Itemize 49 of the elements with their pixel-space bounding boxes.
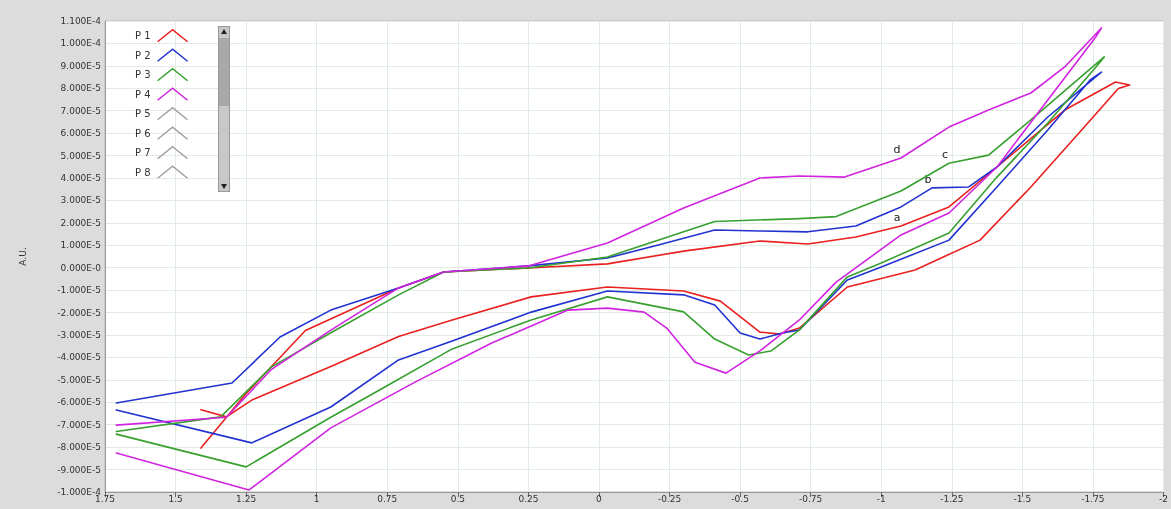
annotation: c (941, 148, 949, 162)
y-tick-label: 2.000E-5 (60, 217, 101, 228)
y-tick-label: -3.000E-5 (57, 330, 101, 340)
y-tick-label: -8.000E-5 (57, 442, 101, 453)
annotation: d (893, 143, 901, 157)
annotation: a (893, 211, 901, 224)
y-tick-label: -7.000E-5 (57, 419, 101, 430)
y-tick-label: 0.000E-0 (60, 262, 102, 273)
x-tick-label: 0.25 (518, 493, 539, 504)
y-tick-label: 4.000E-5 (60, 173, 101, 183)
x-tick-label: -0.5 (731, 493, 749, 504)
y-tick-label: 9.000E-5 (60, 60, 101, 71)
legend-label: P 5 (134, 108, 151, 120)
x-tick-label: 0 (596, 493, 603, 504)
y-tick-label: -5.000E-5 (57, 374, 101, 385)
x-tick-label: -1.75 (1081, 493, 1105, 504)
legend-label: P 6 (134, 127, 151, 139)
y-tick-label: -6.000E-5 (57, 397, 101, 408)
y-tick-label: 1.100E-4 (60, 16, 102, 26)
x-tick-label: 1.5 (168, 493, 183, 504)
y-tick-label: 7.000E-5 (60, 105, 101, 116)
y-tick-label: 5.000E-5 (60, 150, 101, 161)
x-tick-label: 1 (313, 493, 320, 504)
legend-label: P 4 (134, 88, 151, 100)
legend-label: P 8 (134, 166, 151, 178)
x-tick-label: -1.5 (1013, 493, 1032, 504)
annotation: b (924, 172, 932, 186)
y-tick-label: 3.000E-5 (60, 195, 101, 206)
y-tick-label: 6.000E-5 (60, 128, 101, 139)
x-tick-label: -1.25 (940, 493, 964, 504)
x-tick-label: -0.75 (799, 493, 823, 504)
x-tick-label: -0.25 (657, 493, 682, 504)
y-tick-label: 1.000E-5 (60, 240, 101, 251)
legend-label: P 2 (134, 49, 151, 61)
legend-label: P 1 (134, 30, 151, 42)
x-tick-label: -2 (1159, 493, 1169, 504)
y-tick-label: 8.000E-5 (60, 83, 101, 94)
legend-label: P 3 (134, 69, 151, 81)
x-tick-label: 1.25 (236, 493, 257, 504)
y-tick-label: 1.000E-4 (60, 38, 102, 49)
y-tick-label: -1.000E-5 (57, 285, 101, 296)
y-tick-label: -9.000E-5 (57, 464, 101, 475)
x-tick-label: 0.75 (377, 493, 398, 504)
y-tick-label: -4.000E-5 (57, 352, 101, 363)
x-tick-label: 0.5 (450, 493, 465, 504)
y-tick-label: -2.000E-5 (57, 307, 101, 318)
legend-label: P 7 (134, 147, 151, 159)
x-tick-label: -1 (876, 493, 886, 504)
y-axis-title: A.U. (17, 247, 28, 266)
